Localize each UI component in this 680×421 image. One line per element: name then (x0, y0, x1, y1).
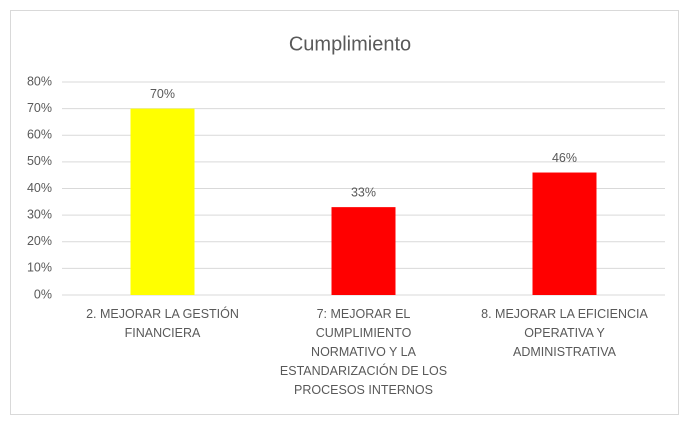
bar (130, 108, 195, 295)
x-tick-label-line: ADMINISTRATIVA (513, 345, 617, 359)
x-tick-label: 8. MEJORAR LA EFICIENCIA OPERATIVA Y ADMIN… (481, 307, 648, 359)
data-label: 33% (351, 185, 376, 199)
data-label: 46% (552, 151, 577, 165)
y-tick-label: 70% (27, 101, 52, 115)
x-tick-label: 7: MEJORAR EL CUMPLIMIENTO NORMATIVO Y LA E… (280, 307, 447, 397)
y-tick-label: 80% (27, 74, 52, 88)
y-tick-label: 50% (27, 154, 52, 168)
x-tick-label-line: 8. MEJORAR LA EFICIENCIA (481, 307, 648, 321)
x-tick-label-line: OPERATIVA Y (524, 326, 605, 340)
y-tick-label: 60% (27, 128, 52, 142)
y-tick-label: 30% (27, 207, 52, 221)
y-tick-label: 10% (27, 261, 52, 275)
x-tick-label-line: 2. MEJORAR LA GESTIÓN (86, 306, 239, 321)
y-tick-label: 40% (27, 181, 52, 195)
x-tick-label-line: PROCESOS INTERNOS (294, 383, 433, 397)
chart-title: Cumplimiento (289, 33, 411, 55)
x-tick-label-line: CUMPLIMIENTO (316, 326, 412, 340)
y-tick-label: 0% (34, 287, 52, 301)
data-label: 70% (150, 87, 175, 101)
x-tick-label-line: FINANCIERA (125, 326, 201, 340)
bar (331, 207, 396, 295)
x-tick-label-line: NORMATIVO Y LA (311, 345, 417, 359)
bar (532, 172, 597, 295)
x-tick-label: 2. MEJORAR LA GESTIÓN FINANCIERA (86, 306, 239, 340)
x-tick-label-line: 7: MEJORAR EL (317, 307, 411, 321)
y-tick-label: 20% (27, 234, 52, 248)
x-tick-label-line: ESTANDARIZACIÓN DE LOS (280, 363, 447, 378)
